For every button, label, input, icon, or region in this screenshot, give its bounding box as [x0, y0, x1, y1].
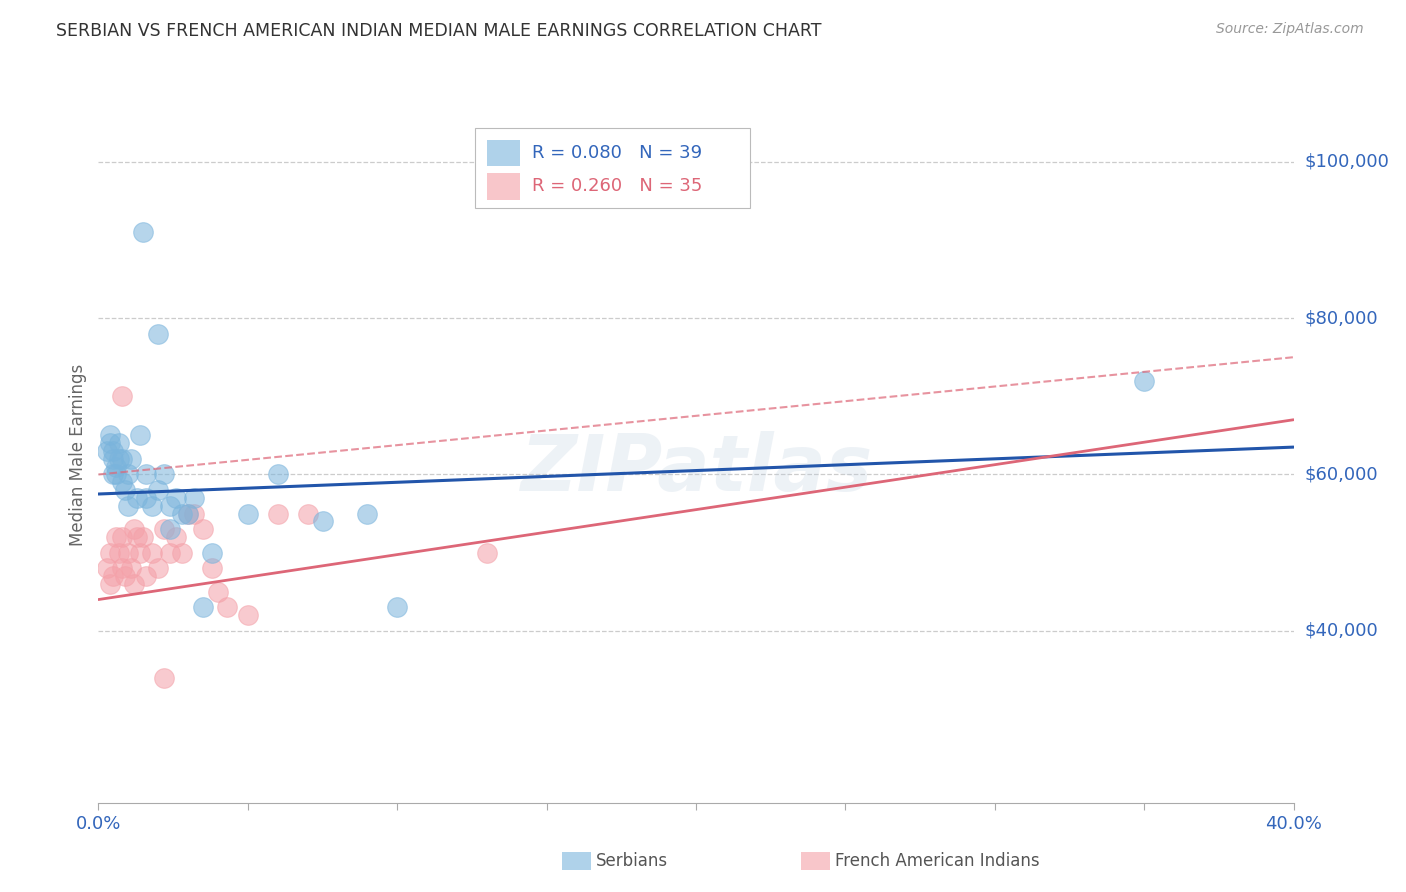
Point	[165, 530, 187, 544]
Point	[103, 467, 125, 482]
Point	[124, 522, 146, 536]
Point	[191, 522, 214, 536]
Point	[98, 577, 122, 591]
Point	[103, 444, 125, 458]
Point	[103, 451, 125, 466]
Point	[159, 546, 181, 560]
Point	[172, 507, 194, 521]
Point	[111, 389, 134, 403]
Point	[201, 561, 224, 575]
Text: $40,000: $40,000	[1305, 622, 1378, 640]
Point	[98, 546, 122, 560]
Point	[111, 451, 134, 466]
Point	[183, 507, 205, 521]
Point	[111, 475, 134, 490]
Point	[267, 507, 290, 521]
Point	[98, 436, 122, 450]
Point	[117, 499, 139, 513]
Point	[120, 561, 142, 575]
Point	[129, 546, 152, 560]
Point	[177, 507, 200, 521]
Text: $80,000: $80,000	[1305, 310, 1378, 327]
Point	[148, 561, 170, 575]
Point	[153, 467, 176, 482]
Text: SERBIAN VS FRENCH AMERICAN INDIAN MEDIAN MALE EARNINGS CORRELATION CHART: SERBIAN VS FRENCH AMERICAN INDIAN MEDIAN…	[56, 22, 821, 40]
Point	[267, 467, 290, 482]
Point	[132, 225, 155, 239]
Point	[177, 507, 200, 521]
Text: $60,000: $60,000	[1305, 466, 1378, 483]
Point	[183, 491, 205, 505]
Text: Source: ZipAtlas.com: Source: ZipAtlas.com	[1216, 22, 1364, 37]
Point	[135, 491, 157, 505]
Point	[172, 546, 194, 560]
Point	[148, 483, 170, 497]
Point	[127, 530, 149, 544]
Point	[236, 608, 259, 623]
Point	[98, 428, 122, 442]
Point	[148, 326, 170, 341]
Point	[111, 561, 134, 575]
Point	[96, 444, 118, 458]
Point	[1133, 374, 1156, 388]
Point	[135, 467, 157, 482]
Point	[135, 569, 157, 583]
Text: $100,000: $100,000	[1305, 153, 1389, 170]
Point	[159, 522, 181, 536]
Point	[103, 569, 125, 583]
Point	[165, 491, 187, 505]
FancyBboxPatch shape	[486, 173, 520, 200]
Point	[356, 507, 378, 521]
FancyBboxPatch shape	[486, 140, 520, 166]
Text: ZIPatlas: ZIPatlas	[520, 431, 872, 507]
Text: R = 0.260   N = 35: R = 0.260 N = 35	[533, 178, 703, 195]
Point	[141, 546, 163, 560]
Text: French American Indians: French American Indians	[835, 852, 1040, 870]
Point	[114, 483, 136, 497]
Point	[201, 546, 224, 560]
Point	[311, 514, 333, 528]
Point	[297, 507, 319, 521]
Point	[153, 522, 176, 536]
Point	[129, 428, 152, 442]
Point	[207, 584, 229, 599]
Point	[108, 546, 131, 560]
Point	[159, 499, 181, 513]
Y-axis label: Median Male Earnings: Median Male Earnings	[69, 364, 87, 546]
Point	[153, 671, 176, 685]
Point	[141, 499, 163, 513]
Point	[111, 530, 134, 544]
Point	[105, 459, 128, 474]
Point	[108, 451, 131, 466]
Point	[475, 546, 498, 560]
FancyBboxPatch shape	[475, 128, 749, 208]
Point	[105, 530, 128, 544]
Point	[105, 467, 128, 482]
Point	[120, 451, 142, 466]
Text: R = 0.080   N = 39: R = 0.080 N = 39	[533, 144, 703, 162]
Text: Serbians: Serbians	[596, 852, 668, 870]
Point	[96, 561, 118, 575]
Point	[108, 436, 131, 450]
Point	[191, 600, 214, 615]
Point	[127, 491, 149, 505]
Point	[385, 600, 409, 615]
Point	[117, 546, 139, 560]
Point	[117, 467, 139, 482]
Point	[236, 507, 259, 521]
Point	[124, 577, 146, 591]
Point	[215, 600, 238, 615]
Point	[132, 530, 155, 544]
Point	[114, 569, 136, 583]
